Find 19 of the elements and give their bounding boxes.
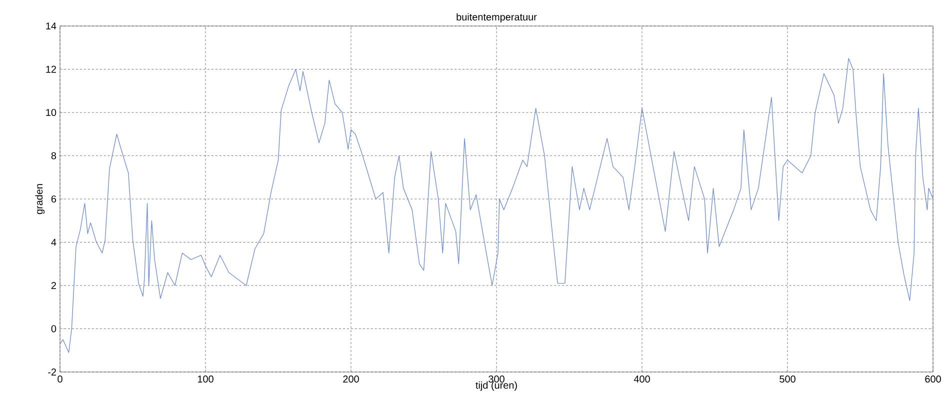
x-tick-label: 0 <box>58 376 62 383</box>
y-tick-label: 2 <box>51 282 56 289</box>
line-series <box>60 58 934 353</box>
y-tick-label: 8 <box>51 152 56 160</box>
y-tick-label: -2 <box>48 368 56 376</box>
y-tick-label: 6 <box>51 195 56 203</box>
x-tick-label: 400 <box>634 376 650 383</box>
x-tick-label: 500 <box>780 376 796 383</box>
y-tick-label: 12 <box>46 66 56 73</box>
y-tick-label: 10 <box>46 108 56 116</box>
chart-title: buitentemperatuur <box>456 13 537 22</box>
y-tick-label: 14 <box>46 22 56 30</box>
x-tick-label: 600 <box>925 376 941 383</box>
x-tick-label: 100 <box>198 376 214 383</box>
y-tick-label: 4 <box>51 238 56 246</box>
y-tick-label: 0 <box>51 325 56 332</box>
y-axis-title: graden <box>35 184 45 214</box>
x-tick-label: 200 <box>343 376 359 383</box>
x-tick-label: 300 <box>488 376 504 383</box>
